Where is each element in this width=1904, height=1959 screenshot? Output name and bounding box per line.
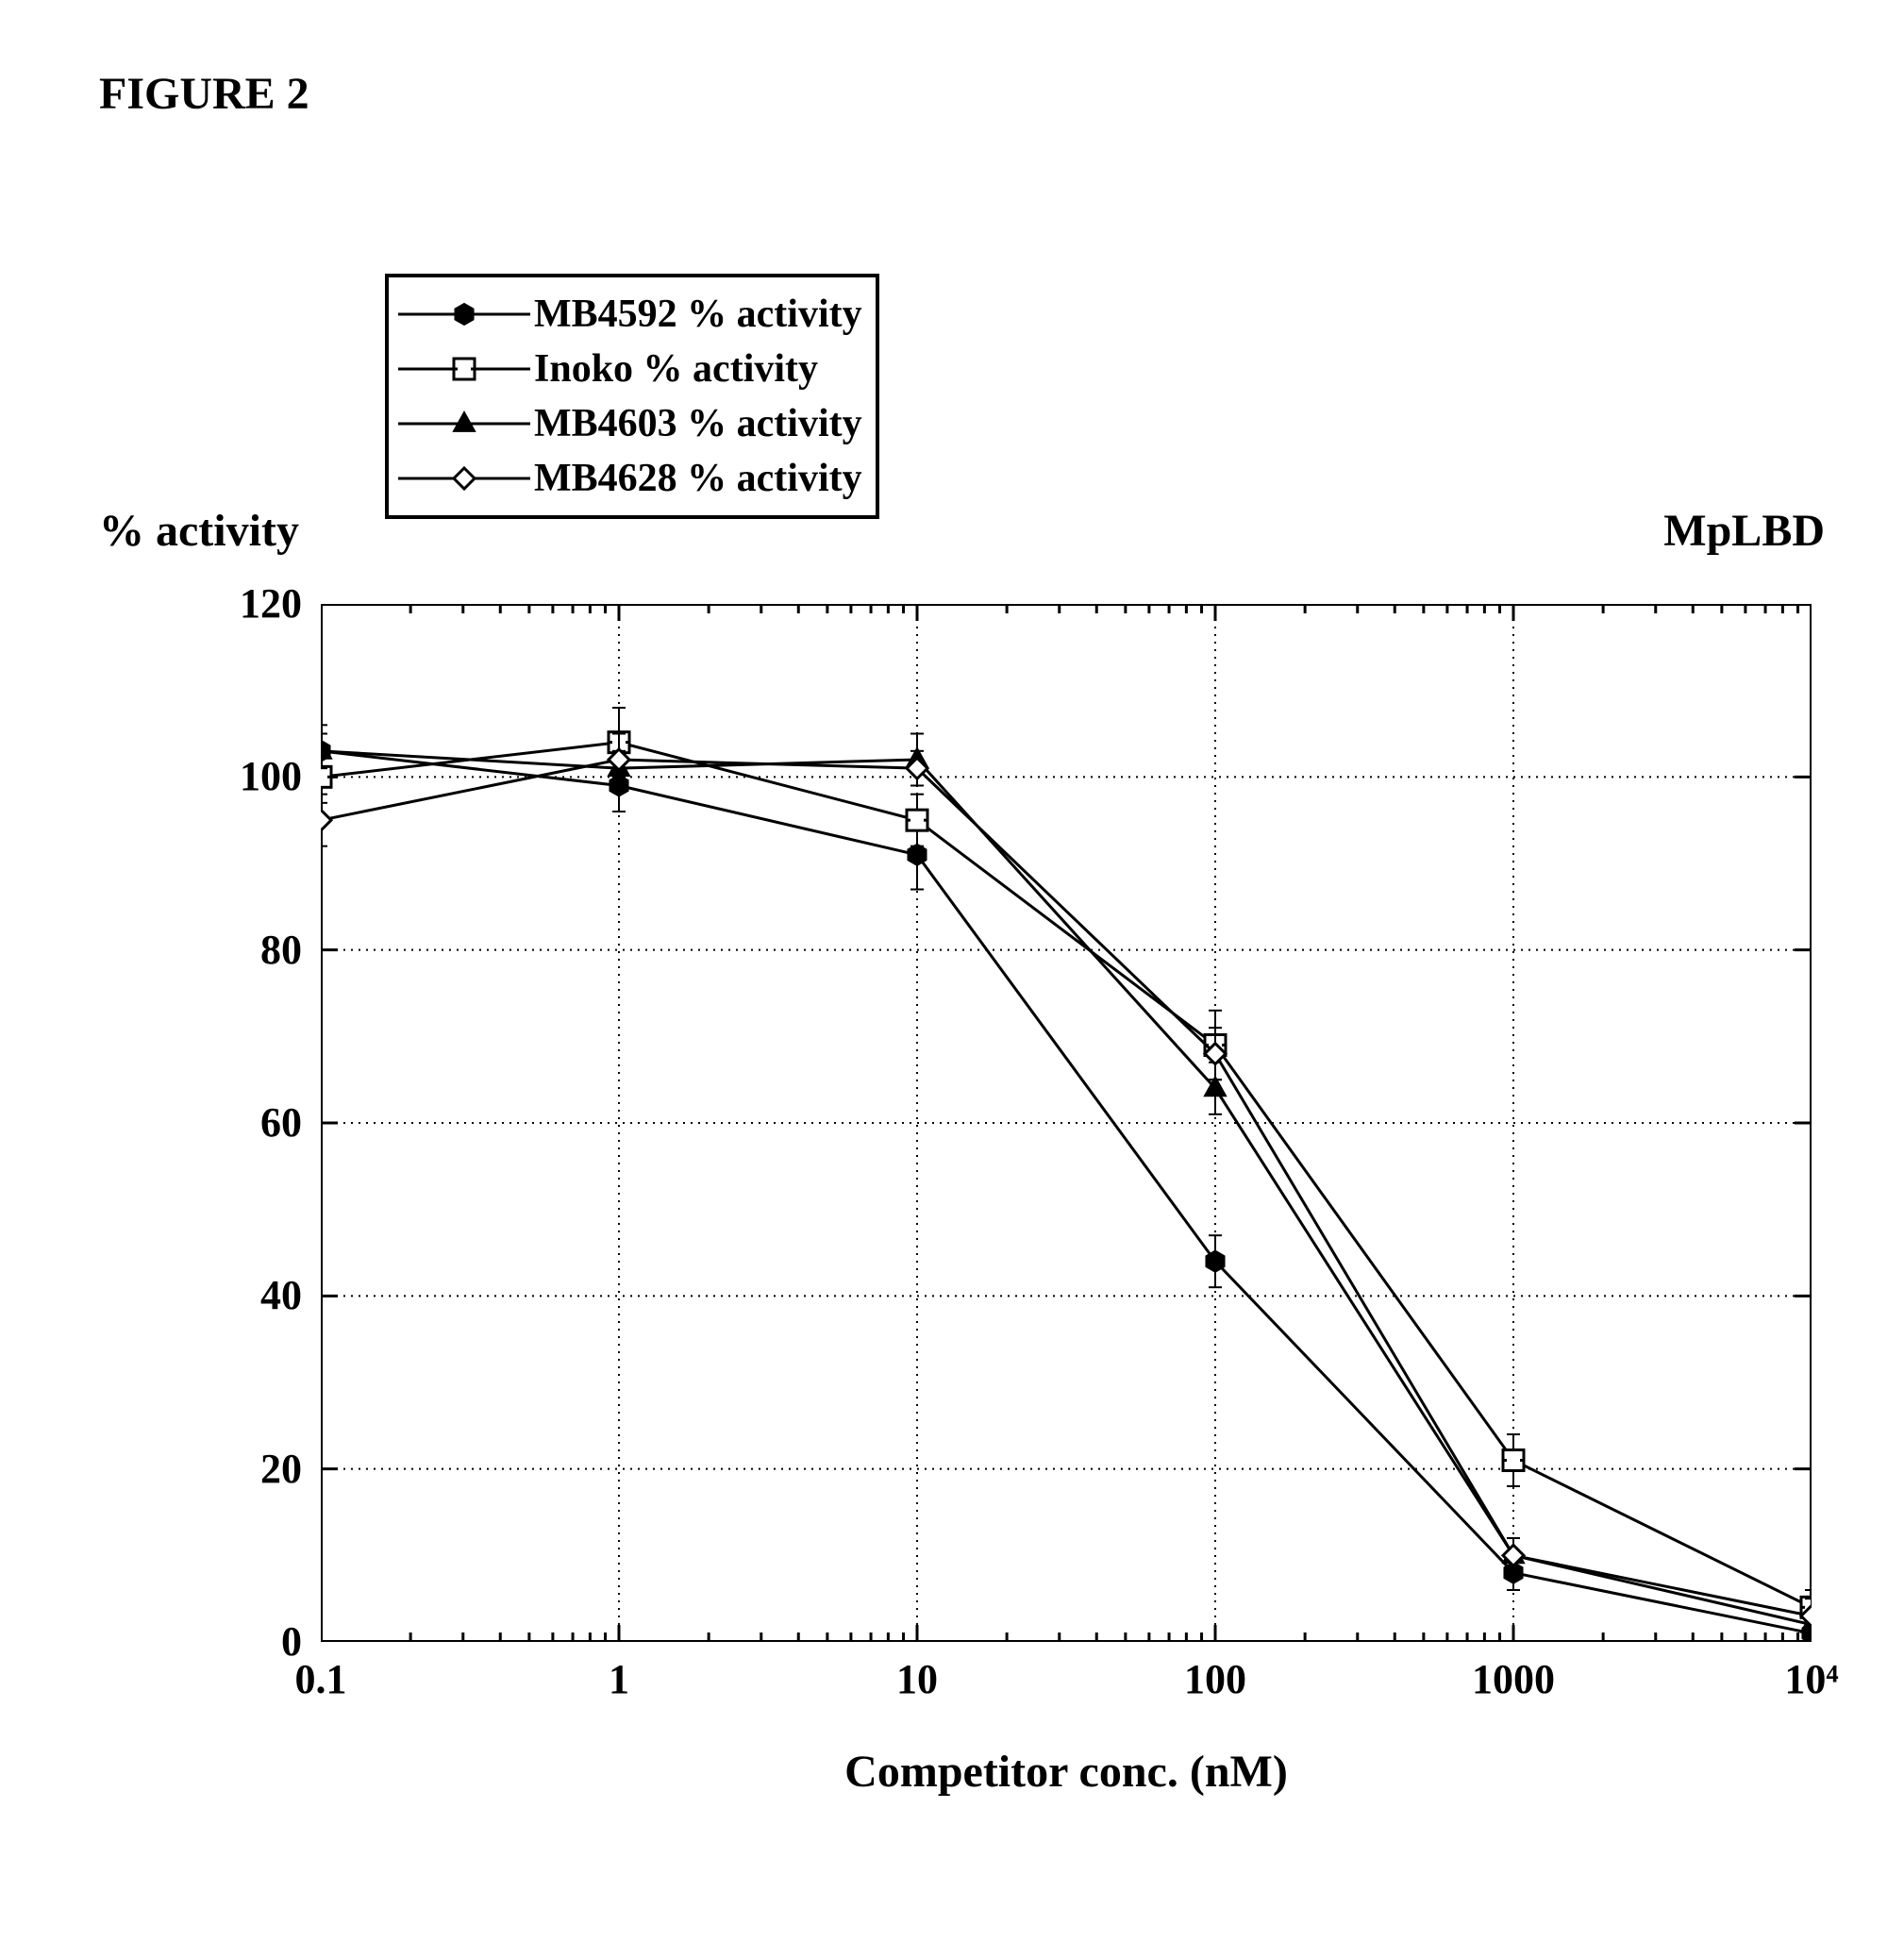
x-tick-label: 10 — [896, 1655, 938, 1703]
x-tick-label: 100 — [1184, 1655, 1246, 1703]
legend-swatch — [398, 343, 530, 395]
y-tick-label: 40 — [260, 1271, 302, 1319]
legend-marker-icon — [445, 460, 483, 497]
y-tick-label: 80 — [260, 926, 302, 974]
chart-plot — [321, 604, 1812, 1642]
y-axis-label: % activity — [99, 505, 299, 557]
legend: MB4592 % activity Inoko % activity MB4603 … — [385, 274, 879, 519]
figure-label: FIGURE 2 — [99, 68, 309, 120]
y-tick-label: 20 — [260, 1445, 302, 1493]
x-tick-label: 1000 — [1472, 1655, 1555, 1703]
legend-label: MB4628 % activity — [534, 456, 862, 501]
y-tick-label: 100 — [240, 752, 302, 800]
legend-marker-icon — [445, 350, 483, 388]
legend-label: MB4603 % activity — [534, 401, 862, 446]
legend-swatch — [398, 452, 530, 505]
legend-item: MB4592 % activity — [398, 287, 862, 342]
legend-item: MB4603 % activity — [398, 396, 862, 451]
legend-item: MB4628 % activity — [398, 451, 862, 506]
x-tick-label: 10⁴ — [1784, 1655, 1838, 1703]
x-axis-label: Competitor conc. (nM) — [844, 1746, 1288, 1798]
legend-swatch — [398, 397, 530, 450]
legend-marker-icon — [445, 405, 483, 443]
legend-label: Inoko % activity — [534, 346, 818, 392]
y-tick-label: 60 — [260, 1098, 302, 1147]
legend-marker-icon — [445, 295, 483, 333]
legend-item: Inoko % activity — [398, 342, 862, 396]
chart-subtitle: MpLBD — [1663, 505, 1825, 557]
legend-label: MB4592 % activity — [534, 292, 862, 337]
legend-swatch — [398, 288, 530, 341]
x-tick-label: 0.1 — [295, 1655, 347, 1703]
y-tick-label: 120 — [240, 579, 302, 628]
x-tick-label: 1 — [609, 1655, 629, 1703]
